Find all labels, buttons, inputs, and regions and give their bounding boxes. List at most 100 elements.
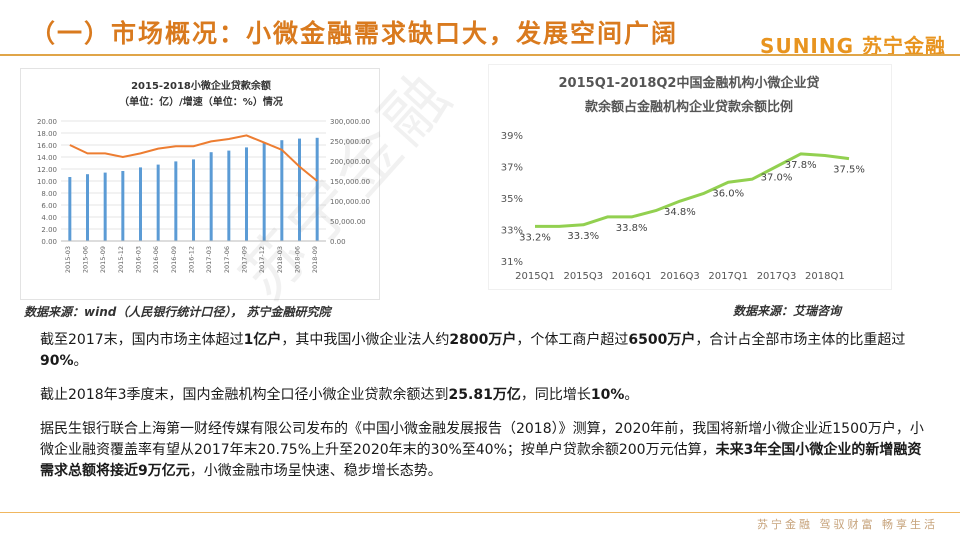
x-axis-tick: 2018-03 (276, 246, 284, 273)
left-axis-tick: 16.00 (37, 142, 57, 150)
x-axis-tick: 2015-06 (82, 246, 90, 273)
x-axis-tick: 2017Q1 (708, 271, 748, 282)
highlight: 10% (590, 387, 625, 403)
left-axis-tick: 0.00 (41, 238, 57, 246)
x-axis-tick: 2016-06 (152, 246, 160, 273)
title-divider (0, 54, 960, 56)
text: ，同比增长 (520, 387, 591, 403)
highlight: 2800万户 (449, 332, 517, 348)
y-axis-tick: 31% (501, 257, 523, 268)
x-axis-tick: 2017-12 (258, 246, 266, 273)
bar-loan-balance (103, 172, 107, 241)
x-axis-tick: 2015Q3 (563, 271, 603, 282)
x-axis-tick: 2017Q3 (757, 271, 797, 282)
text: ，其中我国小微企业法人约 (281, 332, 450, 348)
text: 。 (73, 353, 88, 369)
y-axis-tick: 33% (501, 226, 523, 237)
data-label: 37.5% (833, 165, 865, 176)
left-axis-tick: 8.00 (41, 190, 57, 198)
text: 。 (624, 387, 639, 403)
bar-loan-balance (192, 159, 195, 241)
highlight: 未来3年全国小微企业的新增融资需求总额将接近9万亿元 (40, 442, 922, 479)
loan-ratio-chart-svg: 2015Q1-2018Q2中国金融机构小微企业贷 款余额占金融机构企业贷款余额比… (501, 75, 865, 282)
chart2-title: 2015Q1-2018Q2中国金融机构小微企业贷 (559, 75, 820, 91)
left-axis-tick: 18.00 (37, 130, 57, 138)
x-axis-tick: 2016Q3 (660, 271, 700, 282)
text: 据民生银行联合上海第一财经传媒有限公司发布的《中国小微金融发展报告（2018）》… (40, 421, 924, 458)
x-axis-tick: 2018-06 (294, 246, 302, 273)
left-axis-tick: 20.00 (37, 118, 57, 126)
highlight: 90% (40, 353, 74, 369)
x-axis-tick: 2016-09 (170, 246, 178, 273)
bar-loan-balance (139, 167, 142, 241)
highlight: 6500万户 (628, 332, 696, 348)
x-axis-tick: 2016Q1 (612, 271, 652, 282)
x-axis-tick: 2016-03 (135, 246, 143, 273)
x-axis-tick: 2017-03 (205, 246, 213, 273)
y-axis-tick: 37% (501, 163, 523, 174)
right-axis-tick: 200,000.00 (330, 158, 370, 166)
text: ，合计占全部市场主体的比重超过 (695, 332, 906, 348)
footer-divider (0, 512, 960, 513)
x-axis-tick: 2018Q1 (805, 271, 845, 282)
text: 截至2017末，国内市场主体超过 (40, 332, 244, 348)
bar-loan-balance (280, 140, 284, 241)
bar-loan-balance (298, 138, 301, 241)
bar-loan-balance (121, 171, 125, 241)
data-label: 33.3% (567, 231, 599, 242)
bar-loan-balance (245, 147, 248, 241)
x-axis-tick: 2017-09 (241, 246, 249, 273)
bar-loan-balance (209, 152, 213, 241)
growth-rate-line (69, 134, 318, 182)
chart2-subtitle: 款余额占金融机构企业贷款余额比例 (585, 99, 793, 115)
text: ，个体工商户超过 (516, 332, 629, 348)
left-axis-tick: 14.00 (37, 154, 57, 162)
paragraph-market-entities: 截至2017末，国内市场主体超过1亿户，其中我国小微企业法人约2800万户，个体… (40, 330, 925, 372)
loan-balance-chart-svg: 2015-2018小微企业贷款余额 （单位：亿）/增速（单位：%）情况 0.00… (37, 79, 370, 273)
left-axis-tick: 4.00 (41, 214, 57, 222)
right-axis-tick: 50,000.00 (330, 218, 366, 226)
left-axis-tick: 6.00 (41, 202, 57, 210)
paragraph-forecast: 据民生银行联合上海第一财经传媒有限公司发布的《中国小微金融发展报告（2018）》… (40, 419, 925, 482)
chart1-subtitle: （单位：亿）/增速（单位：%）情况 (119, 95, 283, 108)
bar-loan-balance (262, 143, 266, 241)
text: 截止2018年3季度末，国内金融机构全口径小微企业贷款余额达到 (40, 387, 449, 403)
x-axis-tick: 2015-12 (117, 246, 125, 273)
right-axis-tick: 100,000.00 (330, 198, 370, 206)
data-label: 37.0% (761, 173, 793, 184)
x-axis-tick: 2015Q1 (515, 271, 555, 282)
data-label: 33.8% (616, 223, 648, 234)
highlight: 1亿户 (243, 332, 282, 348)
left-axis-tick: 12.00 (37, 166, 57, 174)
x-axis-tick: 2017-06 (223, 246, 231, 273)
bar-loan-balance (156, 164, 160, 241)
data-label: 37.8% (785, 160, 817, 171)
loan-ratio-chart: 2015Q1-2018Q2中国金融机构小微企业贷 款余额占金融机构企业贷款余额比… (488, 64, 892, 290)
bar-loan-balance (86, 174, 89, 241)
bar-loan-balance (68, 177, 72, 241)
right-axis-tick: 150,000.00 (330, 178, 370, 186)
page-title: （一）市场概况：小微金融需求缺口大，发展空间广阔 (30, 19, 679, 48)
x-axis-tick: 2016-12 (188, 246, 196, 273)
left-axis-tick: 2.00 (41, 226, 57, 234)
left-axis-tick: 10.00 (37, 178, 57, 186)
text: ，小微金融市场呈快速、稳步增长态势。 (189, 463, 442, 479)
paragraph-loan-balance: 截止2018年3季度末，国内金融机构全口径小微企业贷款余额达到25.81万亿，同… (40, 385, 925, 406)
right-axis-tick: 250,000.00 (330, 138, 370, 146)
footer-slogan: 苏宁金融 驾驭财富 畅享生活 (757, 518, 938, 531)
right-axis-tick: 300,000.00 (330, 118, 370, 126)
right-axis-tick: 0.00 (330, 238, 346, 246)
x-axis-tick: 2018-09 (311, 246, 319, 273)
data-label: 34.8% (664, 207, 696, 218)
source-note-right: 数据来源：艾瑞咨询 (733, 304, 842, 318)
data-label: 36.0% (712, 188, 744, 199)
bar-loan-balance (315, 137, 319, 241)
loan-balance-chart: 2015-2018小微企业贷款余额 （单位：亿）/增速（单位：%）情况 0.00… (20, 68, 380, 300)
chart1-title: 2015-2018小微企业贷款余额 (131, 79, 271, 92)
x-axis-tick: 2015-09 (99, 246, 107, 273)
x-axis-tick: 2015-03 (64, 246, 72, 273)
data-label: 33.2% (519, 232, 551, 243)
bar-loan-balance (227, 150, 231, 241)
source-note-left: 数据来源：wind（人民银行统计口径）， 苏宁金融研究院 (24, 305, 331, 319)
y-axis-tick: 35% (501, 194, 523, 205)
